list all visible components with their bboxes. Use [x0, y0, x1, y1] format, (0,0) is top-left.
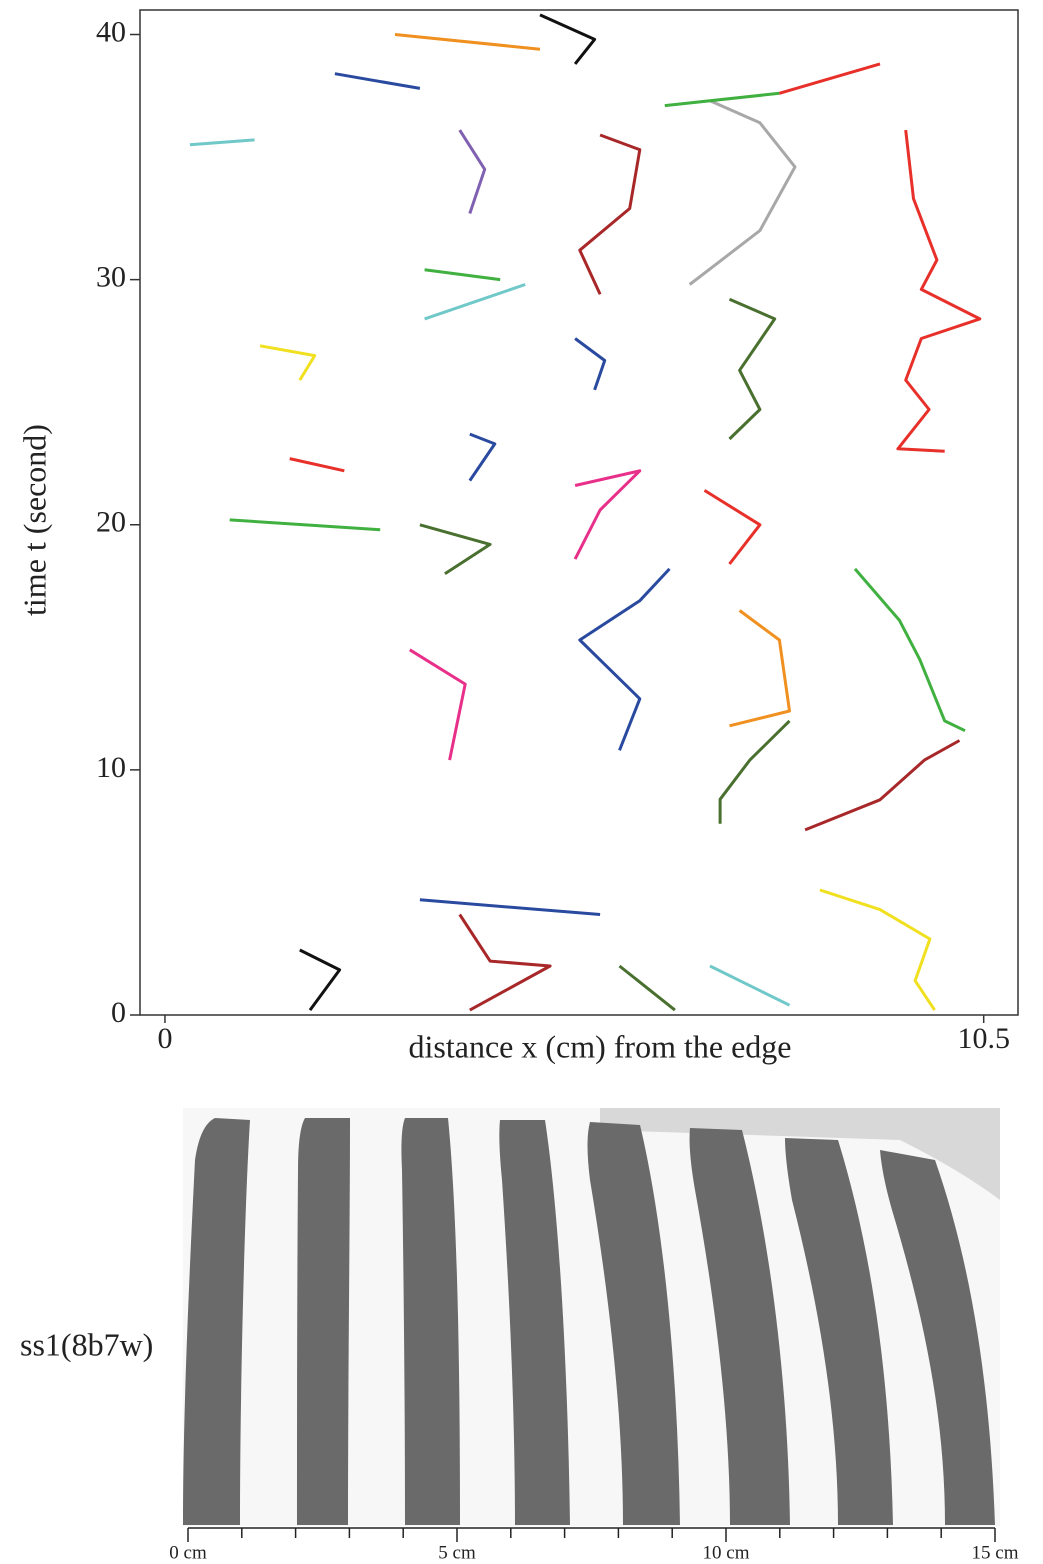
- track: [573, 469, 642, 560]
- y-tick-label: 40: [96, 15, 126, 48]
- track: [419, 898, 601, 916]
- track: [334, 72, 421, 90]
- track: [703, 489, 762, 565]
- track: [578, 567, 671, 751]
- track: [468, 432, 497, 482]
- track: [718, 719, 791, 824]
- track: [728, 297, 777, 441]
- scale-tick-label: 10 cm: [703, 1542, 750, 1563]
- scale-tick-label: 15 cm: [972, 1542, 1019, 1563]
- track: [259, 344, 317, 381]
- plot-frame: [139, 9, 1019, 1016]
- track: [299, 948, 342, 1011]
- track: [709, 964, 791, 1007]
- track: [289, 457, 345, 473]
- track: [688, 99, 797, 286]
- dark-stripe: [587, 1122, 680, 1525]
- dark-stripe: [401, 1118, 460, 1525]
- track: [409, 648, 467, 761]
- track: [618, 964, 676, 1012]
- track: [853, 567, 966, 733]
- track: [896, 129, 982, 453]
- y-tick-label: 0: [111, 996, 126, 1029]
- track: [804, 739, 961, 832]
- track: [419, 523, 492, 576]
- dark-stripe: [880, 1150, 995, 1525]
- track: [189, 138, 255, 147]
- track: [729, 609, 791, 728]
- dark-stripe: [183, 1118, 250, 1525]
- track: [458, 913, 552, 1012]
- y-axis-label: time t (second): [16, 424, 52, 616]
- track: [664, 91, 780, 108]
- stripe-photo: [183, 1108, 1000, 1526]
- track: [229, 518, 381, 532]
- track: [539, 13, 597, 65]
- track: [424, 283, 526, 321]
- dark-stripe: [297, 1118, 350, 1525]
- scale-tick-label: 5 cm: [438, 1542, 476, 1563]
- x-tick-label: 10.5: [957, 1022, 1010, 1055]
- x-tick-label: 0: [157, 1022, 172, 1055]
- track: [819, 888, 936, 1011]
- scale-tick-label: 0 cm: [169, 1542, 207, 1563]
- x-axis-label: distance x (cm) from the edge: [409, 1028, 792, 1064]
- photo-label: ss1(8b7w): [20, 1326, 153, 1362]
- track: [394, 33, 541, 51]
- track: [578, 133, 642, 295]
- dark-stripe: [499, 1120, 570, 1525]
- track: [424, 268, 501, 282]
- dark-stripe: [785, 1138, 893, 1525]
- track: [574, 337, 607, 391]
- y-tick-label: 10: [96, 751, 126, 784]
- y-tick-label: 20: [96, 506, 126, 539]
- track: [458, 129, 487, 214]
- dark-stripe: [689, 1128, 790, 1525]
- y-tick-label: 30: [96, 261, 126, 294]
- track: [778, 62, 881, 95]
